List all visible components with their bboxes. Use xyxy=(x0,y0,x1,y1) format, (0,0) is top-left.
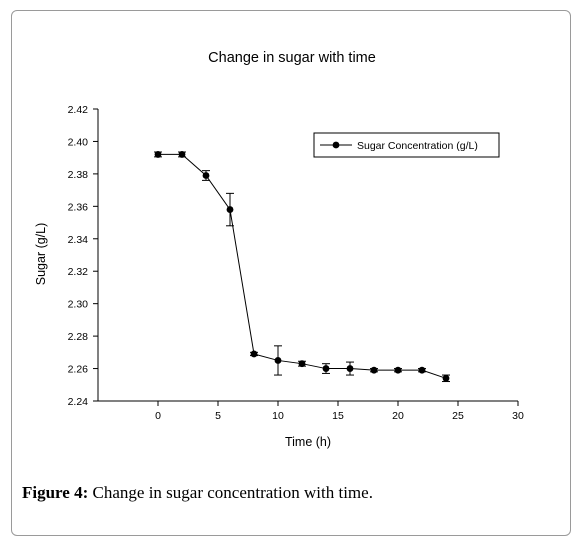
y-tick-label: 2.26 xyxy=(68,364,89,376)
data-point xyxy=(322,365,330,372)
y-tick-label: 2.36 xyxy=(68,201,89,213)
data-point xyxy=(202,172,210,179)
x-tick-label: 25 xyxy=(452,410,464,422)
caption-label: Figure 4: xyxy=(22,483,89,502)
data-point xyxy=(346,365,354,372)
x-ticks: 0 5 10 15 20 25 30 xyxy=(155,401,524,422)
data-point xyxy=(274,357,282,364)
y-tick-label: 2.38 xyxy=(68,169,89,181)
legend: Sugar Concentration (g/L) xyxy=(313,132,500,158)
data-point xyxy=(394,366,402,374)
x-tick-label: 30 xyxy=(512,410,524,422)
figure-caption: Figure 4: Change in sugar concentration … xyxy=(22,483,373,503)
y-ticks: 2.24 2.26 2.28 2.30 2.32 2.34 2.36 2.38 2.40 2.42 xyxy=(68,104,98,408)
data-point xyxy=(250,350,258,358)
x-axis-label: Time (h) xyxy=(285,435,331,449)
series xyxy=(154,151,450,383)
y-axis-label: Sugar (g/L) xyxy=(34,223,48,286)
x-tick-label: 5 xyxy=(215,410,221,422)
y-tick-label: 2.28 xyxy=(68,331,89,343)
y-tick-label: 2.34 xyxy=(68,234,89,246)
series-line xyxy=(158,153,447,379)
legend-marker xyxy=(332,141,340,149)
y-tick-label: 2.30 xyxy=(68,299,89,311)
y-tick-label: 2.24 xyxy=(68,396,89,408)
data-point xyxy=(298,360,306,368)
y-tick-label: 2.32 xyxy=(68,266,89,278)
data-point xyxy=(370,366,378,374)
data-point xyxy=(178,151,186,158)
y-tick-label: 2.40 xyxy=(68,136,89,148)
x-tick-label: 0 xyxy=(155,410,161,422)
legend-label: Sugar Concentration (g/L) xyxy=(357,140,478,152)
data-point xyxy=(418,366,426,374)
x-tick-label: 10 xyxy=(272,410,284,422)
figure-frame xyxy=(11,10,571,536)
caption-text: Change in sugar concentration with time. xyxy=(88,483,373,502)
x-tick-label: 20 xyxy=(392,410,404,422)
chart-title: Change in sugar with time xyxy=(208,50,376,66)
y-tick-label: 2.42 xyxy=(68,104,89,116)
x-tick-label: 15 xyxy=(332,410,344,422)
data-point xyxy=(154,151,162,158)
axes xyxy=(97,109,518,402)
data-point xyxy=(226,206,234,213)
data-point xyxy=(442,374,450,382)
